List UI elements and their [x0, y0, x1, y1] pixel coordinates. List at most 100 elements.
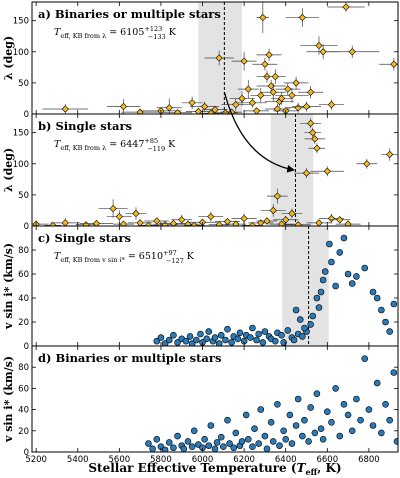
- data-point: [267, 419, 275, 426]
- data-point: [353, 395, 360, 403]
- data-point: [272, 337, 279, 345]
- data-point: [238, 94, 246, 103]
- data-point: [207, 109, 215, 114]
- data-point: [323, 167, 331, 175]
- x-tick-label: 6400: [275, 455, 297, 465]
- y-tick-label: 50: [18, 191, 29, 201]
- data-point: [230, 444, 238, 452]
- data-point: [369, 422, 377, 429]
- data-point: [378, 429, 385, 437]
- data-point: [165, 439, 173, 446]
- data-point: [226, 440, 233, 447]
- data-point: [207, 213, 215, 221]
- x-axis-label: Stellar Effective Temperature (Teff, K): [88, 461, 341, 477]
- data-point: [390, 369, 398, 376]
- data-point: [328, 258, 335, 266]
- data-point: [315, 41, 323, 50]
- data-point: [280, 339, 287, 346]
- x-tick-label: 5600: [109, 455, 131, 465]
- data-point: [213, 439, 221, 446]
- data-point: [180, 445, 188, 452]
- data-point: [277, 94, 286, 103]
- data-point: [296, 316, 304, 323]
- panel-a: 0 50 100 150 λ (deg) a) Binaries or multiple …: [2, 1, 399, 120]
- data-point: [319, 48, 327, 56]
- data-point: [327, 101, 336, 109]
- data-point: [61, 219, 69, 226]
- data-point: [119, 220, 128, 226]
- data-point: [186, 333, 194, 340]
- data-point: [153, 435, 161, 443]
- data-point: [217, 433, 225, 441]
- panel-d: 0 20 40 60 80v sin i* (km/s) d) Binaries or m…: [2, 345, 399, 458]
- data-point: [257, 91, 265, 99]
- data-point: [326, 240, 333, 248]
- data-point: [344, 220, 352, 226]
- data-point: [165, 104, 173, 112]
- y-tick-label: 80: [18, 363, 29, 373]
- data-point: [290, 336, 298, 344]
- data-point: [203, 335, 210, 343]
- data-point: [242, 411, 250, 419]
- panel-title: b) Single stars: [38, 119, 132, 133]
- data-point: [332, 282, 339, 290]
- data-point: [294, 104, 302, 112]
- data-point: [378, 306, 385, 314]
- data-point: [61, 105, 69, 113]
- data-point: [288, 209, 296, 218]
- data-point: [273, 105, 282, 113]
- data-point: [292, 306, 300, 314]
- data-point: [307, 88, 315, 96]
- data-point: [373, 294, 381, 302]
- data-point: [182, 337, 190, 345]
- data-point: [348, 427, 356, 435]
- data-point: [344, 270, 352, 278]
- data-point: [153, 217, 161, 225]
- data-point: [190, 221, 198, 226]
- data-point: [340, 234, 348, 242]
- panel-frame: [31, 345, 399, 453]
- data-point: [327, 214, 336, 223]
- data-point: [261, 60, 269, 68]
- data-point: [361, 355, 369, 363]
- data-point: [280, 427, 287, 435]
- x-tick-label: 6600: [316, 455, 338, 465]
- data-point: [170, 331, 177, 339]
- data-point: [232, 101, 240, 109]
- y-tick-label: 20: [18, 427, 29, 437]
- data-point: [188, 443, 196, 451]
- y-tick-label: 0: [24, 222, 29, 232]
- data-point: [321, 268, 329, 275]
- data-point: [263, 217, 271, 225]
- data-point: [317, 288, 325, 296]
- y-tick-label: 0: [24, 342, 29, 352]
- data-point: [157, 334, 165, 341]
- y-tick-label: 150: [13, 129, 29, 139]
- kraft-break-annotation: Teff, KB from λ = 6447+85 −119 K: [54, 137, 176, 153]
- data-point: [136, 219, 144, 226]
- data-point: [205, 328, 213, 335]
- data-point: [222, 336, 229, 344]
- data-point: [311, 429, 319, 437]
- panel-c: 0 20 40 60 80v sin i* (km/s) c) Single stars T…: [2, 225, 399, 352]
- data-point: [323, 408, 331, 416]
- data-point: [223, 218, 232, 226]
- data-point: [215, 340, 223, 346]
- data-point: [248, 221, 257, 226]
- data-point: [178, 216, 186, 224]
- data-point: [311, 135, 319, 143]
- x-tick-label: 5200: [25, 455, 47, 465]
- data-point: [232, 429, 240, 437]
- data-point: [328, 419, 335, 426]
- x-tick-label: 6000: [192, 455, 214, 465]
- data-point: [299, 432, 306, 440]
- kraft-break-annotation: Teff, KB from v sin i* = 6510+97 −127 K: [54, 249, 195, 265]
- data-point: [336, 216, 344, 224]
- data-point: [302, 169, 311, 177]
- y-tick-label: 60: [18, 384, 29, 394]
- data-point: [276, 442, 283, 449]
- panel-title: a) Binaries or multiple stars: [38, 7, 221, 21]
- data-point: [201, 435, 208, 443]
- data-point: [273, 192, 282, 200]
- x-tick-label: 6200: [233, 455, 255, 465]
